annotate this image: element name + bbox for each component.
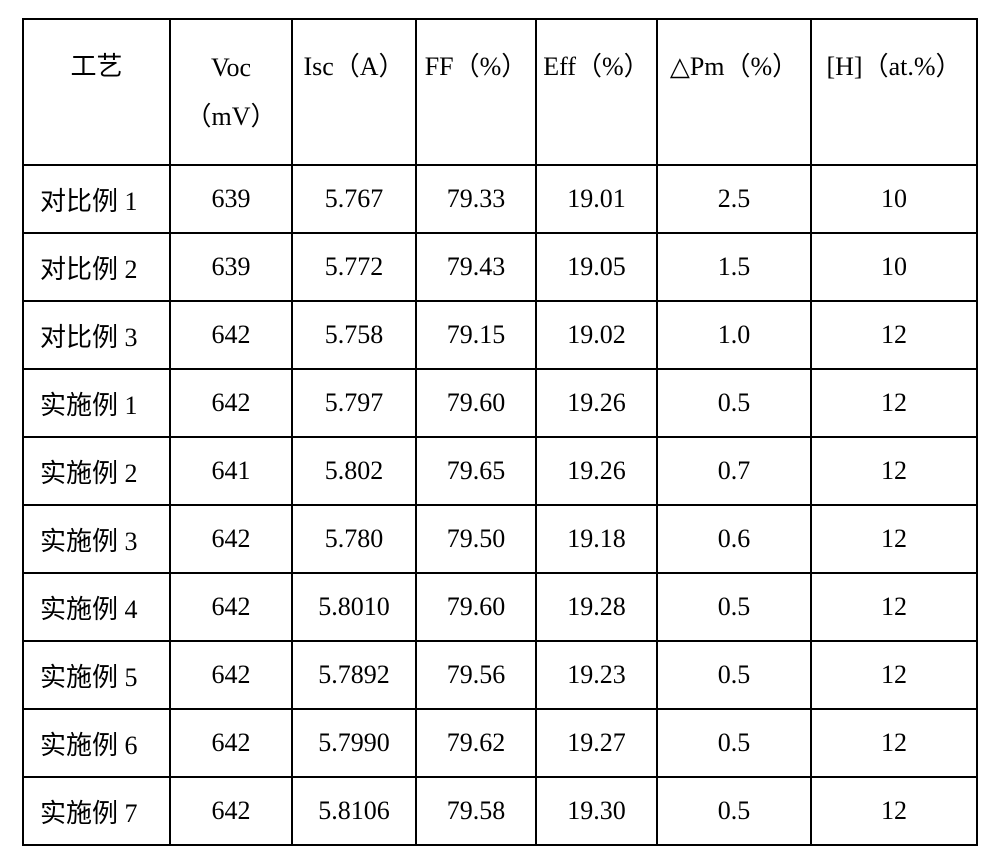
cell-isc: 5.802 [292, 437, 416, 505]
cell-h: 10 [811, 233, 977, 301]
cell-isc: 5.8010 [292, 573, 416, 641]
cell-voc: 642 [170, 573, 292, 641]
col-header-h: [H]（at.%） [811, 19, 977, 165]
cell-eff: 19.30 [536, 777, 657, 845]
cell-voc: 642 [170, 369, 292, 437]
cell-ff: 79.58 [416, 777, 536, 845]
col-header-ff: FF（%） [416, 19, 536, 165]
cell-isc: 5.7990 [292, 709, 416, 777]
cell-h: 12 [811, 301, 977, 369]
cell-isc: 5.758 [292, 301, 416, 369]
cell-h: 12 [811, 505, 977, 573]
cell-dpm: 2.5 [657, 165, 811, 233]
cell-dpm: 0.5 [657, 573, 811, 641]
col-header-dpm: △Pm（%） [657, 19, 811, 165]
cell-label: 实施例 6 [23, 709, 170, 777]
table-row: 实施例 1 642 5.797 79.60 19.26 0.5 12 [23, 369, 977, 437]
table-body: 对比例 1 639 5.767 79.33 19.01 2.5 10 对比例 2… [23, 165, 977, 845]
cell-dpm: 0.5 [657, 709, 811, 777]
cell-label: 实施例 3 [23, 505, 170, 573]
cell-label: 对比例 2 [23, 233, 170, 301]
cell-h: 12 [811, 777, 977, 845]
cell-eff: 19.02 [536, 301, 657, 369]
cell-isc: 5.7892 [292, 641, 416, 709]
cell-isc: 5.780 [292, 505, 416, 573]
col-header-process: 工艺 [23, 19, 170, 165]
data-table: 工艺 Voc （mV） Isc（A） FF（%） Eff（%） △Pm（%） [… [22, 18, 978, 846]
cell-dpm: 0.5 [657, 777, 811, 845]
table-row: 实施例 4 642 5.8010 79.60 19.28 0.5 12 [23, 573, 977, 641]
table-row: 实施例 6 642 5.7990 79.62 19.27 0.5 12 [23, 709, 977, 777]
cell-label: 对比例 3 [23, 301, 170, 369]
cell-h: 12 [811, 369, 977, 437]
cell-dpm: 0.5 [657, 641, 811, 709]
cell-voc: 642 [170, 777, 292, 845]
cell-ff: 79.43 [416, 233, 536, 301]
table-row: 实施例 5 642 5.7892 79.56 19.23 0.5 12 [23, 641, 977, 709]
col-header-voc-line2: （mV） [171, 92, 291, 141]
cell-voc: 639 [170, 165, 292, 233]
cell-ff: 79.15 [416, 301, 536, 369]
table-row: 对比例 2 639 5.772 79.43 19.05 1.5 10 [23, 233, 977, 301]
cell-isc: 5.772 [292, 233, 416, 301]
cell-voc: 642 [170, 709, 292, 777]
table-row: 实施例 3 642 5.780 79.50 19.18 0.6 12 [23, 505, 977, 573]
cell-h: 12 [811, 641, 977, 709]
cell-dpm: 0.7 [657, 437, 811, 505]
table-row: 对比例 3 642 5.758 79.15 19.02 1.0 12 [23, 301, 977, 369]
cell-label: 对比例 1 [23, 165, 170, 233]
cell-eff: 19.27 [536, 709, 657, 777]
table-row: 实施例 7 642 5.8106 79.58 19.30 0.5 12 [23, 777, 977, 845]
cell-ff: 79.33 [416, 165, 536, 233]
cell-isc: 5.797 [292, 369, 416, 437]
cell-h: 12 [811, 573, 977, 641]
cell-h: 10 [811, 165, 977, 233]
cell-h: 12 [811, 437, 977, 505]
col-header-voc-line1: Voc [171, 43, 291, 92]
table-row: 实施例 2 641 5.802 79.65 19.26 0.7 12 [23, 437, 977, 505]
cell-isc: 5.767 [292, 165, 416, 233]
col-header-voc: Voc （mV） [170, 19, 292, 165]
cell-eff: 19.23 [536, 641, 657, 709]
cell-eff: 19.26 [536, 369, 657, 437]
cell-dpm: 1.5 [657, 233, 811, 301]
cell-label: 实施例 4 [23, 573, 170, 641]
cell-ff: 79.60 [416, 369, 536, 437]
cell-eff: 19.18 [536, 505, 657, 573]
col-header-eff: Eff（%） [536, 19, 657, 165]
cell-h: 12 [811, 709, 977, 777]
cell-voc: 642 [170, 641, 292, 709]
cell-eff: 19.05 [536, 233, 657, 301]
cell-label: 实施例 5 [23, 641, 170, 709]
cell-voc: 641 [170, 437, 292, 505]
cell-voc: 642 [170, 301, 292, 369]
cell-isc: 5.8106 [292, 777, 416, 845]
col-header-isc: Isc（A） [292, 19, 416, 165]
cell-eff: 19.26 [536, 437, 657, 505]
table-row: 对比例 1 639 5.767 79.33 19.01 2.5 10 [23, 165, 977, 233]
cell-dpm: 0.5 [657, 369, 811, 437]
cell-voc: 642 [170, 505, 292, 573]
cell-label: 实施例 1 [23, 369, 170, 437]
table-header-row: 工艺 Voc （mV） Isc（A） FF（%） Eff（%） △Pm（%） [… [23, 19, 977, 165]
cell-voc: 639 [170, 233, 292, 301]
cell-ff: 79.62 [416, 709, 536, 777]
cell-ff: 79.50 [416, 505, 536, 573]
cell-ff: 79.65 [416, 437, 536, 505]
cell-eff: 19.28 [536, 573, 657, 641]
cell-ff: 79.60 [416, 573, 536, 641]
cell-eff: 19.01 [536, 165, 657, 233]
cell-label: 实施例 7 [23, 777, 170, 845]
cell-ff: 79.56 [416, 641, 536, 709]
cell-dpm: 1.0 [657, 301, 811, 369]
cell-dpm: 0.6 [657, 505, 811, 573]
cell-label: 实施例 2 [23, 437, 170, 505]
